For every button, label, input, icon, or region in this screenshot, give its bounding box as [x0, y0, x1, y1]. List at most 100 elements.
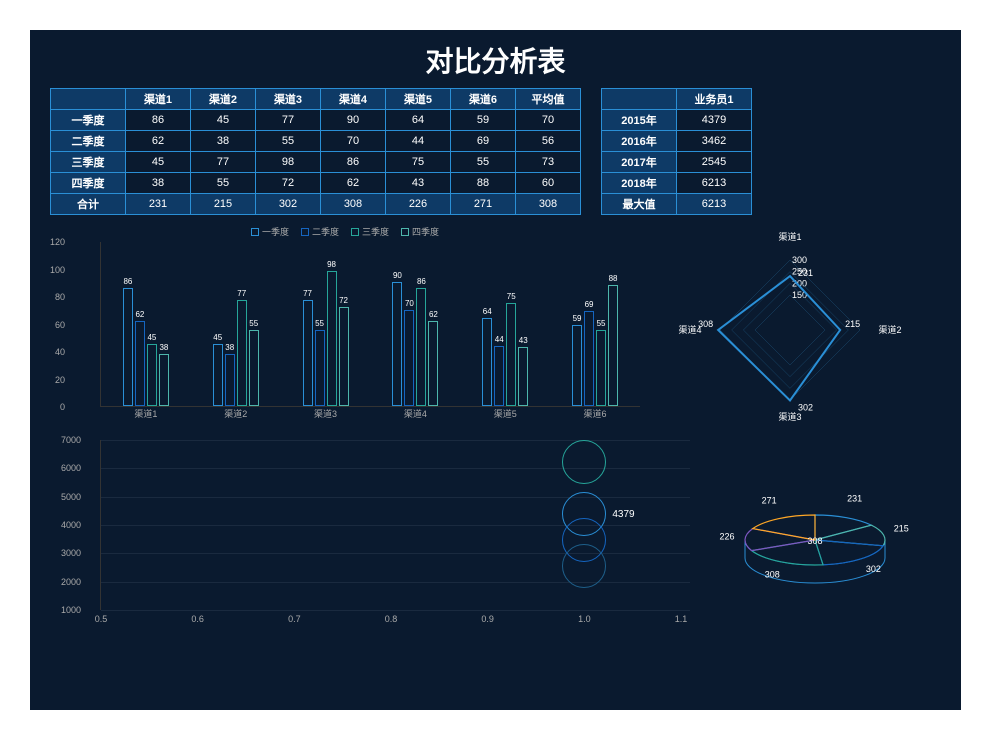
bar: 45 — [147, 344, 157, 406]
bar: 86 — [123, 288, 133, 406]
radar-svg: 150200250300渠道1231渠道2215渠道3302渠道4308 — [650, 225, 930, 435]
table-cell: 60 — [516, 173, 581, 194]
table-cell: 215 — [191, 194, 256, 215]
bar: 55 — [315, 330, 325, 406]
page-title: 对比分析表 — [50, 40, 941, 80]
bar-area: 020406080100120 86624538渠道145387755渠道277… — [100, 242, 640, 407]
table-header — [51, 89, 126, 110]
bar: 55 — [249, 330, 259, 406]
table-cell: 308 — [516, 194, 581, 215]
svg-text:231: 231 — [798, 268, 813, 278]
table-cell: 一季度 — [51, 110, 126, 131]
table-cell: 75 — [386, 152, 451, 173]
table-cell: 73 — [516, 152, 581, 173]
bar-group: 77559872渠道3 — [303, 271, 349, 406]
bar-group: 64447543渠道5 — [482, 303, 528, 406]
table-cell: 86 — [321, 152, 386, 173]
table-cell: 308 — [321, 194, 386, 215]
bar: 77 — [303, 300, 313, 406]
table-cell: 62 — [321, 173, 386, 194]
bar: 62 — [428, 321, 438, 406]
table-cell: 二季度 — [51, 131, 126, 152]
bar-legend: 一季度二季度三季度四季度 — [50, 225, 640, 238]
bar: 64 — [482, 318, 492, 406]
svg-text:渠道1: 渠道1 — [778, 231, 801, 242]
bar: 90 — [392, 282, 402, 406]
table-cell: 226 — [386, 194, 451, 215]
legend-item: 四季度 — [401, 225, 439, 238]
table-cell: 302 — [256, 194, 321, 215]
table-cell: 4379 — [677, 110, 752, 131]
bar: 88 — [608, 285, 618, 406]
table-header: 业务员1 — [677, 89, 752, 110]
table-cell: 43 — [386, 173, 451, 194]
svg-text:302: 302 — [866, 564, 881, 574]
table-cell: 77 — [256, 110, 321, 131]
table-header: 渠道5 — [386, 89, 451, 110]
radar-chart: 150200250300渠道1231渠道2215渠道3302渠道4308 — [650, 225, 930, 435]
table-header — [602, 89, 677, 110]
table-cell: 88 — [451, 173, 516, 194]
charts-row-2: 10002000300040005000600070000.50.60.70.8… — [50, 440, 941, 640]
svg-text:302: 302 — [798, 402, 813, 412]
bar: 62 — [135, 321, 145, 406]
table-cell: 70 — [516, 110, 581, 131]
table-cell: 38 — [126, 173, 191, 194]
table-header: 平均值 — [516, 89, 581, 110]
table-cell: 231 — [126, 194, 191, 215]
table-cell: 45 — [126, 152, 191, 173]
charts-row-1: 一季度二季度三季度四季度 020406080100120 86624538渠道1… — [50, 225, 941, 435]
bar: 86 — [416, 288, 426, 406]
svg-text:渠道3: 渠道3 — [778, 411, 801, 422]
svg-text:215: 215 — [894, 523, 909, 533]
bar: 98 — [327, 271, 337, 406]
legend-item: 二季度 — [301, 225, 339, 238]
bar-group: 45387755渠道2 — [213, 300, 259, 406]
pie3d-svg: 231215302308226271308 — [700, 480, 930, 600]
table-cell: 2018年 — [602, 173, 677, 194]
table-cell: 70 — [321, 131, 386, 152]
svg-text:308: 308 — [698, 319, 713, 329]
table-cell: 90 — [321, 110, 386, 131]
bar: 72 — [339, 307, 349, 406]
bar: 38 — [159, 354, 169, 406]
bar-group: 59695588渠道6 — [572, 285, 618, 406]
table-cell: 3462 — [677, 131, 752, 152]
legend-item: 三季度 — [351, 225, 389, 238]
table-cell: 三季度 — [51, 152, 126, 173]
table-cell: 86 — [126, 110, 191, 131]
bar: 38 — [225, 354, 235, 406]
main-table: 渠道1渠道2渠道3渠道4渠道5渠道6平均值一季度86457790645970二季… — [50, 88, 581, 215]
bar-group: 90708662渠道4 — [392, 282, 438, 406]
table-cell: 6213 — [677, 194, 752, 215]
table-cell: 271 — [451, 194, 516, 215]
bar: 55 — [596, 330, 606, 406]
legend-item: 一季度 — [251, 225, 289, 238]
table-header: 渠道3 — [256, 89, 321, 110]
table-cell: 55 — [256, 131, 321, 152]
table-cell: 2016年 — [602, 131, 677, 152]
table-cell: 合计 — [51, 194, 126, 215]
pie3d-chart: 231215302308226271308 — [700, 480, 930, 600]
bubble-chart: 10002000300040005000600070000.50.60.70.8… — [50, 440, 690, 640]
table-cell: 55 — [191, 173, 256, 194]
table-cell: 45 — [191, 110, 256, 131]
table-cell: 64 — [386, 110, 451, 131]
bar: 45 — [213, 344, 223, 406]
table-cell: 69 — [451, 131, 516, 152]
bar-group: 86624538渠道1 — [123, 288, 169, 406]
table-cell: 56 — [516, 131, 581, 152]
svg-text:渠道2: 渠道2 — [878, 324, 901, 335]
bar: 75 — [506, 303, 516, 406]
bubble — [562, 544, 606, 588]
bubble — [562, 440, 606, 484]
table-cell: 2015年 — [602, 110, 677, 131]
table-cell: 72 — [256, 173, 321, 194]
table-cell: 四季度 — [51, 173, 126, 194]
bar: 59 — [572, 325, 582, 406]
bar: 43 — [518, 347, 528, 406]
table-cell: 77 — [191, 152, 256, 173]
bar: 44 — [494, 346, 504, 407]
table-cell: 44 — [386, 131, 451, 152]
bubble-area: 10002000300040005000600070000.50.60.70.8… — [100, 440, 690, 610]
